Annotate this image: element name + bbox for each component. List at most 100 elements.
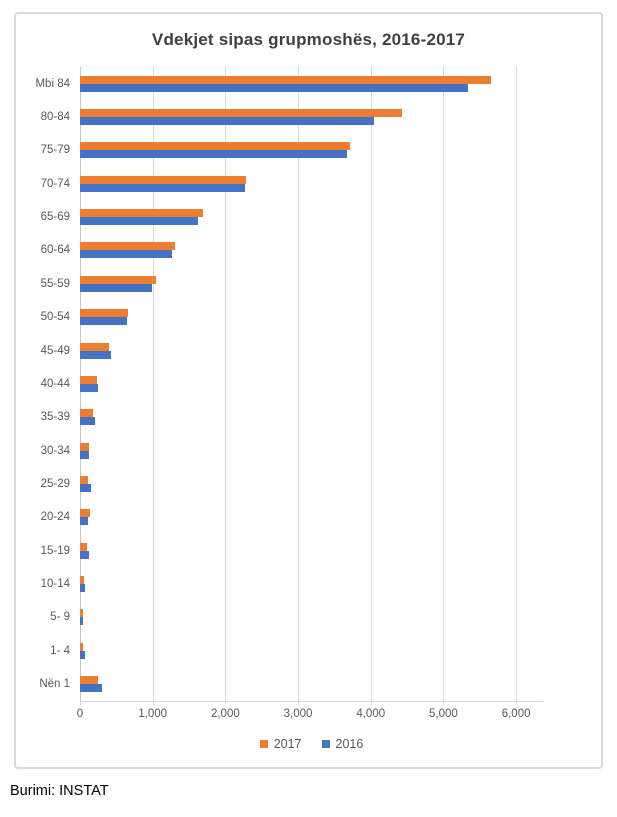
bar-row: Nën 1 xyxy=(39,667,543,700)
bar-row: 55-59 xyxy=(41,267,543,300)
bar-2016 xyxy=(80,317,127,326)
bar-2017 xyxy=(80,542,87,551)
bar-row: 75-79 xyxy=(41,134,543,167)
bar-row: 50-54 xyxy=(41,301,543,334)
bar-2017 xyxy=(80,475,88,484)
bar-row: 30-34 xyxy=(41,434,543,467)
bar-2017 xyxy=(80,375,97,384)
bar-2017 xyxy=(80,109,402,118)
category-label: 10-14 xyxy=(40,578,70,591)
bar-2017 xyxy=(80,676,99,685)
x-axis-tick-4000 xyxy=(370,701,372,705)
plot-area: 0 1,000 2,000 3,000 4,000 5,000 6,000 Mbi 84 80-… xyxy=(35,67,543,720)
x-axis-label-4000: 4,000 xyxy=(356,708,386,720)
bar-2016 xyxy=(80,217,199,226)
bar-row: 45-49 xyxy=(41,334,543,367)
legend-item-2016: 2016 xyxy=(321,737,364,751)
category-label: 65-69 xyxy=(40,211,70,224)
category-label: 50-54 xyxy=(40,311,70,324)
bar-2017 xyxy=(80,175,246,184)
bar-2017 xyxy=(80,609,83,618)
gridline-3000 xyxy=(298,67,300,701)
bar-2016 xyxy=(80,584,85,593)
bar-row: 35-39 xyxy=(41,401,543,434)
chart-frame: Vdekjet sipas grupmoshës, 2016-2017 0 1,0… xyxy=(14,12,603,769)
category-label: 80-84 xyxy=(40,111,70,124)
gridline-2000 xyxy=(225,67,227,701)
category-label: 30-34 xyxy=(40,444,70,457)
bar-row: 5- 9 xyxy=(50,601,543,634)
category-label: 20-24 xyxy=(40,511,70,524)
gridline-4000 xyxy=(370,67,372,701)
x-axis-tick-2000 xyxy=(225,701,227,705)
source-note: Burimi: INSTAT xyxy=(10,783,109,799)
x-axis-tick-0 xyxy=(80,701,81,705)
bar-2016 xyxy=(80,83,469,92)
category-label: 55-59 xyxy=(40,277,70,290)
legend-swatch-icon xyxy=(321,740,330,748)
bar-row: 60-64 xyxy=(41,234,543,267)
legend-label: 2016 xyxy=(335,737,364,751)
bar-2016 xyxy=(80,617,83,626)
bar-2017 xyxy=(80,642,84,651)
legend: 2017 2016 xyxy=(80,737,543,751)
gridline-5000 xyxy=(443,67,445,701)
bar-row: 10-14 xyxy=(41,567,543,600)
category-label: 45-49 xyxy=(40,344,70,357)
category-label: 60-64 xyxy=(40,244,70,257)
bar-2017 xyxy=(80,309,129,318)
bar-row: 15-19 xyxy=(41,534,543,567)
bar-2016 xyxy=(80,117,375,126)
bar-2016 xyxy=(80,684,102,693)
bar-2016 xyxy=(80,650,85,659)
bar-2017 xyxy=(80,342,110,351)
x-axis-tick-3000 xyxy=(298,701,300,705)
bar-2016 xyxy=(80,550,90,559)
x-axis-tick-5000 xyxy=(443,701,445,705)
category-label: 70-74 xyxy=(40,177,70,190)
bar-2017 xyxy=(80,275,156,284)
category-label: 15-19 xyxy=(40,544,70,557)
bar-2016 xyxy=(80,383,99,392)
bar-2017 xyxy=(80,209,203,218)
bar-2016 xyxy=(80,283,152,292)
bar-row: 40-44 xyxy=(41,367,543,400)
bar-2017 xyxy=(80,75,492,84)
bar-2017 xyxy=(80,442,90,451)
gridline-1000 xyxy=(152,67,154,701)
legend-label: 2017 xyxy=(273,737,302,751)
category-label: Nën 1 xyxy=(39,678,70,691)
bar-2017 xyxy=(80,142,351,151)
bar-row: 1- 4 xyxy=(50,634,543,667)
x-axis-label-0: 0 xyxy=(76,708,84,720)
bar-row: 25-29 xyxy=(41,467,543,500)
bar-2016 xyxy=(80,483,91,492)
bar-2017 xyxy=(80,509,90,518)
legend-item-2017: 2017 xyxy=(259,737,302,751)
category-label: 75-79 xyxy=(40,144,70,157)
bar-2017 xyxy=(80,242,176,251)
bar-2016 xyxy=(80,250,173,259)
bar-2017 xyxy=(80,409,94,418)
x-axis-label-5000: 5,000 xyxy=(429,708,458,720)
bar-2016 xyxy=(80,183,245,192)
bar-2016 xyxy=(80,517,89,526)
chart-title: Vdekjet sipas grupmoshës, 2016-2017 xyxy=(151,30,466,49)
x-axis-tick-1000 xyxy=(152,701,154,705)
bar-row: 20-24 xyxy=(41,501,543,534)
bar-2016 xyxy=(80,150,348,159)
bar-row: 80-84 xyxy=(41,100,543,133)
bar-row: 65-69 xyxy=(41,200,543,233)
x-axis-label-6000: 6,000 xyxy=(501,708,531,720)
x-axis-label-3000: 3,000 xyxy=(283,708,313,720)
bar-2016 xyxy=(80,417,95,426)
category-label: 35-39 xyxy=(40,411,70,424)
x-axis-label-1000: 1,000 xyxy=(138,708,168,720)
bar-row: Mbi 84 xyxy=(35,67,543,100)
bar-2016 xyxy=(80,450,90,459)
legend-swatch-icon xyxy=(259,740,268,748)
bar-row: 70-74 xyxy=(41,167,543,200)
x-axis-tick-6000 xyxy=(516,701,518,705)
category-label: 1- 4 xyxy=(50,644,70,657)
